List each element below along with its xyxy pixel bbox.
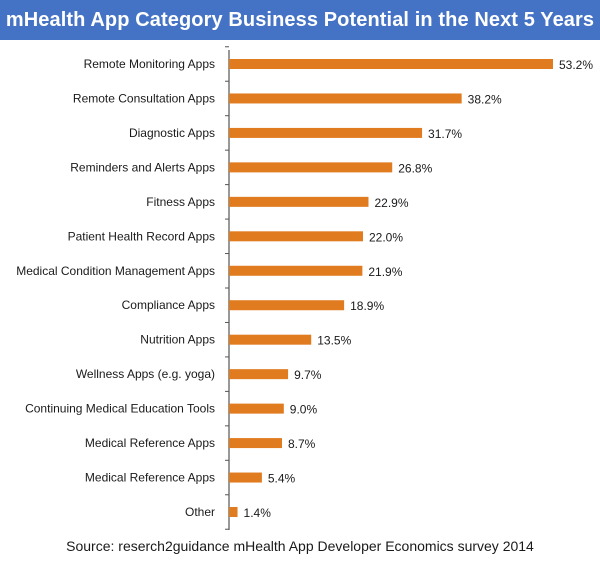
value-label: 53.2% [559,58,593,72]
chart-title: mHealth App Category Business Potential … [5,8,595,31]
axis-layer [225,46,230,530]
bar [229,265,363,276]
value-label: 5.4% [268,472,296,486]
bars-layer [229,59,553,517]
value-label: 22.9% [374,196,408,210]
bar [229,438,282,449]
chart-title-bar: mHealth App Category Business Potential … [0,0,600,40]
category-labels: Remote Monitoring Apps Remote Consultatio… [16,57,215,519]
category-label: Reminders and Alerts Apps [70,160,215,174]
category-label: Continuing Medical Education Tools [25,402,215,416]
bar [229,93,462,104]
value-label: 1.4% [244,506,272,520]
source-note: Source: reserch2guidance mHealth App Dev… [66,538,534,554]
value-label: 31.7% [428,127,462,141]
category-label: Fitness Apps [146,195,215,209]
bar [229,127,423,138]
bar [229,59,553,69]
category-label: Medical Condition Management Apps [16,264,215,278]
bar [229,334,312,345]
category-label: Other [185,505,215,519]
bar [229,369,289,380]
category-label: Remote Monitoring Apps [84,57,215,71]
value-label: 26.8% [398,161,432,175]
value-label: 18.9% [350,299,384,313]
value-label: 38.2% [468,92,502,106]
value-label: 9.7% [294,368,322,382]
bar [229,472,262,483]
bar [229,231,363,242]
value-label: 8.7% [288,437,316,451]
category-label: Medical Reference Apps [85,471,215,485]
bar [229,196,369,207]
bar [229,162,393,173]
category-label: Compliance Apps [122,298,215,312]
category-label: Wellness Apps (e.g. yoga) [76,367,215,381]
value-label: 22.0% [369,230,403,244]
bar [229,403,284,414]
value-labels: 53.2% 38.2% 31.7% 26.8% 22.9% 22.0% 21.9% 18.9%… [244,58,594,520]
bar [229,507,238,517]
category-label: Nutrition Apps [140,333,215,347]
category-label: Medical Reference Apps [85,436,215,450]
value-label: 21.9% [368,265,402,279]
bar [229,300,345,311]
category-label: Remote Consultation Apps [73,91,215,105]
value-label: 9.0% [290,403,318,417]
category-label: Patient Health Record Apps [68,229,215,243]
category-label: Diagnostic Apps [129,126,215,140]
value-label: 13.5% [317,334,351,348]
